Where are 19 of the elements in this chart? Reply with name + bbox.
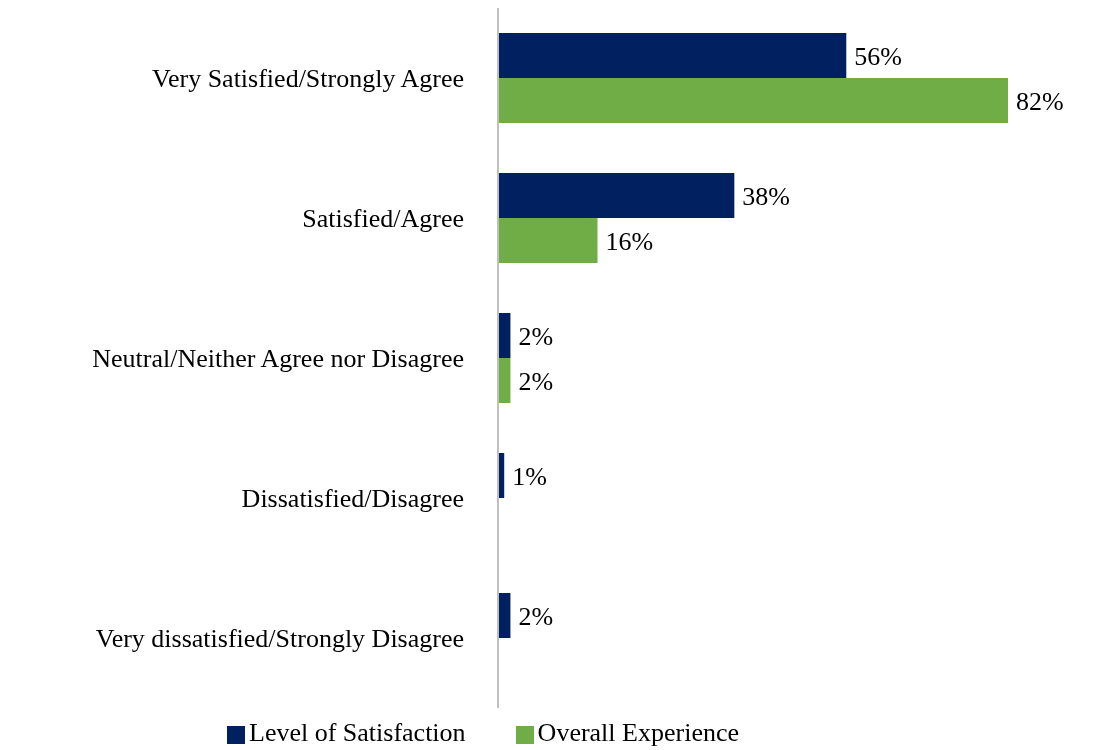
- data-label: 2%: [518, 601, 554, 631]
- data-label: 56%: [854, 41, 902, 71]
- bar: [498, 173, 735, 218]
- y-tick-label: Neutral/Neither Agree nor Disagree: [92, 344, 464, 373]
- legend-label: Overall Experience: [537, 718, 739, 747]
- data-label: 2%: [518, 366, 554, 396]
- bar: [498, 78, 1008, 123]
- bar: [498, 218, 598, 263]
- legend-label: Level of Satisfaction: [249, 718, 466, 747]
- data-label: 1%: [512, 461, 547, 491]
- data-label: 82%: [1016, 86, 1064, 116]
- data-label: 2%: [518, 321, 554, 351]
- bar: [498, 33, 847, 78]
- data-label: 38%: [742, 181, 791, 211]
- y-tick-label: Very Satisfied/Strongly Agree: [152, 64, 464, 93]
- data-label: 16%: [605, 226, 654, 256]
- y-tick-label: Very dissatisfied/Strongly Disagree: [95, 624, 464, 653]
- y-tick-label: Dissatisfied/Disagree: [241, 484, 464, 513]
- y-tick-label: Satisfied/Agree: [302, 204, 464, 233]
